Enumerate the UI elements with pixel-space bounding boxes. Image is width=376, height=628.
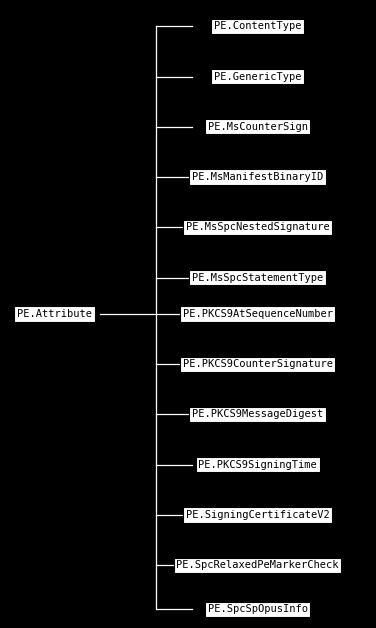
Text: PE.MsSpcStatementType: PE.MsSpcStatementType bbox=[192, 273, 323, 283]
Text: PE.Attribute: PE.Attribute bbox=[17, 309, 92, 319]
Text: PE.MsManifestBinaryID: PE.MsManifestBinaryID bbox=[192, 172, 323, 182]
Text: PE.MsSpcNestedSignature: PE.MsSpcNestedSignature bbox=[186, 222, 329, 232]
Text: PE.GenericType: PE.GenericType bbox=[214, 72, 301, 82]
Text: PE.ContentType: PE.ContentType bbox=[214, 21, 301, 31]
Text: PE.PKCS9AtSequenceNumber: PE.PKCS9AtSequenceNumber bbox=[183, 309, 332, 319]
Text: PE.SpcRelaxedPeMarkerCheck: PE.SpcRelaxedPeMarkerCheck bbox=[176, 560, 339, 570]
Text: PE.PKCS9SigningTime: PE.PKCS9SigningTime bbox=[198, 460, 317, 470]
Text: PE.PKCS9CounterSignature: PE.PKCS9CounterSignature bbox=[183, 359, 332, 369]
Text: PE.SpcSpOpusInfo: PE.SpcSpOpusInfo bbox=[208, 604, 308, 614]
Text: PE.MsCounterSign: PE.MsCounterSign bbox=[208, 122, 308, 132]
Text: PE.PKCS9MessageDigest: PE.PKCS9MessageDigest bbox=[192, 409, 323, 420]
Text: PE.SigningCertificateV2: PE.SigningCertificateV2 bbox=[186, 510, 329, 520]
